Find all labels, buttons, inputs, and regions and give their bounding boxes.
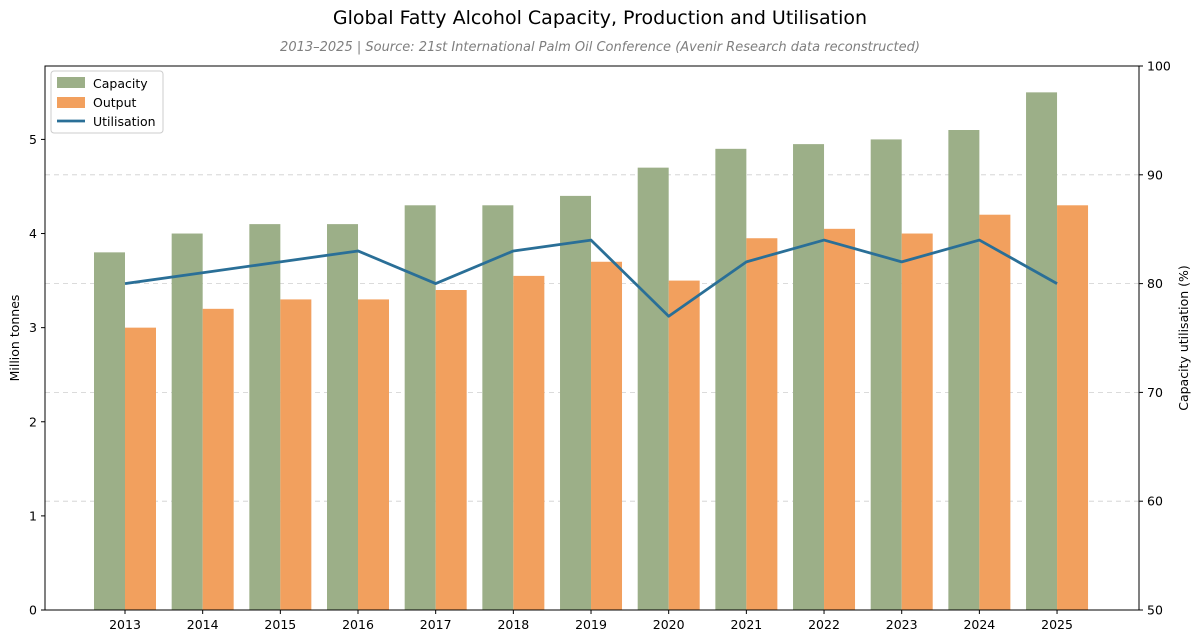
utilisation-line-layer	[124, 238, 1058, 318]
bar-output	[746, 238, 778, 610]
bar-capacity	[171, 233, 203, 610]
bar-output	[901, 233, 933, 610]
x-axis-ticks: 2013 2014 2015 2016 2017 2018 2019 2020 2021 2022…	[109, 610, 1073, 632]
legend-swatch-output	[57, 97, 85, 108]
y-tick-label: 3	[29, 320, 37, 335]
x-tick-label: 2021	[730, 617, 762, 632]
x-tick-label: 2015	[264, 617, 296, 632]
y2-axis-ticks: 50 60 70 80 90 100	[1139, 59, 1171, 618]
bar-capacity	[404, 205, 436, 610]
bar-capacity	[249, 224, 281, 610]
bar-capacity	[637, 167, 669, 610]
y-tick-label: 0	[29, 603, 37, 618]
y2-tick-label: 90	[1147, 167, 1163, 182]
y-tick-label: 4	[29, 226, 37, 241]
x-tick-label: 2018	[497, 617, 529, 632]
plot-frame	[44, 65, 1140, 611]
chart-subtitle: 2013–2025 | Source: 21st International P…	[280, 40, 920, 55]
bar-output	[125, 327, 156, 610]
y2-axis-label: Capacity utilisation (%)	[1176, 265, 1191, 411]
x-tick-label: 2025	[1041, 617, 1073, 632]
bar-capacity	[948, 130, 980, 610]
utilisation-line	[124, 238, 1058, 318]
x-tick-label: 2016	[342, 617, 374, 632]
bar-output	[280, 299, 312, 610]
y2-tick-label: 60	[1147, 494, 1163, 509]
bar-output	[979, 214, 1011, 611]
x-tick-label: 2017	[420, 617, 452, 632]
bar-capacity	[793, 144, 825, 610]
bar-output	[358, 299, 390, 610]
bar-capacity	[327, 224, 359, 610]
bar-output	[1057, 205, 1089, 610]
bar-capacity	[870, 139, 902, 611]
x-tick-label: 2024	[963, 617, 995, 632]
y2-tick-label: 80	[1147, 276, 1163, 291]
bar-capacity	[94, 252, 125, 610]
bars	[94, 92, 1089, 611]
x-tick-label: 2014	[187, 617, 219, 632]
x-tick-label: 2022	[808, 617, 840, 632]
y2-tick-label: 70	[1147, 385, 1163, 400]
x-tick-label: 2023	[886, 617, 918, 632]
bar-capacity	[1026, 92, 1058, 610]
bar-output	[513, 275, 545, 610]
bar-output	[435, 290, 467, 610]
legend-label-output: Output	[93, 95, 137, 110]
bar-output	[591, 261, 623, 610]
bar-capacity	[715, 148, 747, 610]
legend-label-utilisation: Utilisation	[93, 114, 156, 129]
bar-output	[824, 228, 856, 610]
y2-tick-label: 100	[1147, 59, 1171, 74]
y2-tick-label: 50	[1147, 603, 1163, 618]
bar-capacity	[482, 205, 514, 610]
bar-capacity	[560, 195, 592, 610]
legend-label-capacity: Capacity	[93, 76, 148, 91]
y-tick-label: 1	[29, 508, 37, 523]
bar-output	[202, 308, 234, 610]
y-axis-label: Million tonnes	[7, 295, 22, 382]
y-axis-ticks: 0 1 2 3 4 5	[29, 132, 45, 618]
y-tick-label: 2	[29, 414, 37, 429]
bar-output	[668, 280, 700, 610]
legend-swatch-capacity	[57, 77, 85, 88]
legend: Capacity Output Utilisation	[50, 70, 164, 134]
x-tick-label: 2020	[653, 617, 685, 632]
x-tick-label: 2019	[575, 617, 607, 632]
x-tick-label: 2013	[109, 617, 141, 632]
y-tick-label: 5	[29, 132, 37, 147]
chart-title: Global Fatty Alcohol Capacity, Productio…	[333, 7, 867, 29]
